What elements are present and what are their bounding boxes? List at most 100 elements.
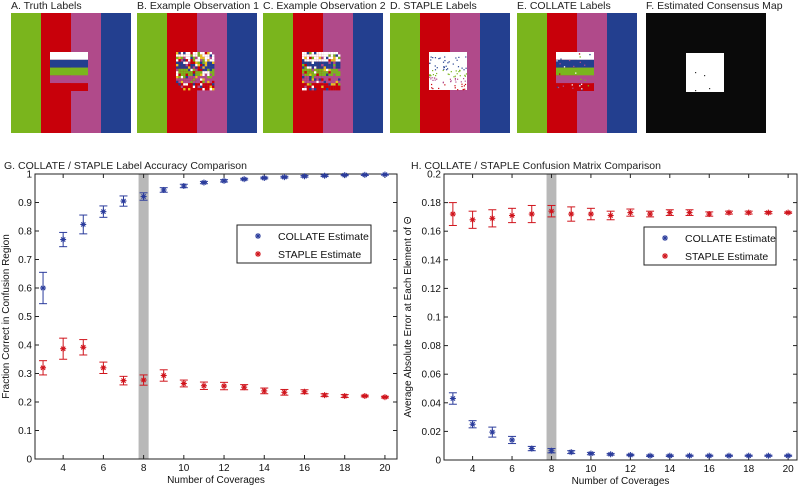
- noisy-pixel: [302, 73, 305, 76]
- noisy-pixel: [207, 80, 210, 84]
- error-speck: [588, 60, 590, 62]
- noisy-pixel: [200, 59, 203, 62]
- data-point: [587, 450, 594, 457]
- noisy-pixel: [202, 66, 205, 69]
- noisy-pixel: [316, 71, 319, 74]
- noisy-pixel: [328, 76, 331, 79]
- noisy-pixel: [180, 88, 184, 91]
- noisy-pixel: [195, 88, 198, 91]
- x-tick-label: 10: [585, 464, 597, 475]
- noisy-pixel: [326, 66, 329, 69]
- noisy-pixel: [185, 85, 188, 88]
- noisy-pixel: [306, 59, 310, 62]
- noisy-pixel: [176, 73, 179, 76]
- noisy-pixel: [335, 73, 338, 76]
- noisy-pixel: [204, 78, 208, 81]
- label-speck: [457, 66, 460, 68]
- noisy-pixel: [202, 71, 205, 74]
- noisy-pixel: [202, 68, 205, 72]
- error-speck: [572, 80, 575, 82]
- noisy-pixel: [326, 73, 329, 76]
- label-speck: [460, 81, 462, 83]
- noisy-pixel: [183, 56, 186, 60]
- noisy-pixel: [195, 78, 198, 81]
- label-speck: [449, 78, 452, 80]
- truth-band: [50, 83, 88, 88]
- label-speck: [445, 69, 448, 71]
- label-speck: [436, 67, 438, 69]
- chart-h-title: H. COLLATE / STAPLE Confusion Matrix Com…: [411, 160, 661, 172]
- label-speck: [430, 78, 432, 80]
- noisy-pixel: [209, 68, 212, 72]
- panel-title: D. STAPLE Labels: [390, 0, 477, 12]
- label-speck: [429, 62, 431, 65]
- noisy-pixel: [195, 80, 198, 84]
- noisy-pixel: [330, 73, 334, 76]
- x-tick-label: 12: [218, 463, 230, 474]
- noisy-pixel: [180, 73, 184, 76]
- noisy-pixel: [302, 83, 305, 86]
- noisy-pixel: [328, 64, 331, 67]
- noisy-pixel: [180, 52, 184, 55]
- noisy-pixel: [306, 61, 310, 64]
- noisy-pixel: [304, 56, 307, 60]
- label-speck: [464, 74, 466, 76]
- noisy-pixel: [316, 64, 319, 67]
- noisy-pixel: [302, 64, 305, 67]
- noisy-pixel: [321, 73, 324, 76]
- legend-label: STAPLE Estimate: [685, 251, 768, 263]
- noisy-pixel: [321, 85, 324, 88]
- noisy-pixel: [302, 85, 305, 88]
- noisy-pixel: [202, 59, 205, 62]
- data-point: [140, 193, 147, 200]
- noisy-pixel: [335, 61, 338, 64]
- noisy-pixel: [304, 78, 307, 81]
- data-point: [647, 211, 654, 218]
- truth-band: [50, 59, 88, 68]
- noisy-pixel: [321, 88, 324, 91]
- plot-frame: [443, 173, 798, 461]
- noisy-pixel: [328, 80, 331, 84]
- noisy-pixel: [330, 66, 334, 69]
- noisy-pixel: [304, 61, 307, 64]
- x-tick-label: 16: [299, 463, 311, 474]
- noisy-pixel: [185, 64, 188, 67]
- noisy-pixel: [195, 68, 198, 72]
- noisy-pixel: [318, 76, 322, 79]
- data-point: [568, 211, 575, 218]
- noisy-pixel: [180, 68, 184, 72]
- noisy-pixel: [204, 64, 208, 67]
- label-speck: [429, 76, 431, 79]
- noisy-pixel: [204, 71, 208, 74]
- noisy-pixel: [326, 80, 329, 84]
- noisy-pixel: [190, 73, 193, 76]
- noisy-pixel: [190, 80, 193, 84]
- legend-marker: [662, 253, 668, 259]
- data-point: [261, 174, 268, 181]
- noisy-pixel: [183, 66, 186, 69]
- noisy-pixel: [188, 66, 191, 69]
- noisy-pixel: [311, 56, 314, 60]
- noisy-pixel: [204, 85, 208, 88]
- noisy-pixel: [314, 83, 317, 86]
- panel-truth: A. Truth Labels: [11, 0, 131, 133]
- label-speck: [447, 73, 449, 75]
- noisy-pixel: [321, 76, 324, 79]
- noisy-pixel: [190, 68, 193, 72]
- noisy-pixel: [309, 54, 312, 57]
- x-tick-label: 14: [664, 464, 676, 475]
- noisy-pixel: [195, 71, 198, 74]
- noisy-pixel: [316, 88, 319, 91]
- noisy-pixel: [185, 73, 188, 76]
- noisy-pixel: [185, 61, 188, 64]
- noisy-pixel: [212, 66, 215, 69]
- data-point: [341, 172, 348, 179]
- label-speck: [439, 57, 441, 59]
- noisy-pixel: [207, 83, 210, 86]
- data-point: [548, 208, 555, 215]
- y-tick-label: 0.2: [18, 398, 32, 409]
- noisy-pixel: [311, 61, 314, 64]
- noisy-pixel: [197, 68, 200, 72]
- noisy-pixel: [197, 64, 200, 67]
- noisy-pixel: [207, 66, 210, 69]
